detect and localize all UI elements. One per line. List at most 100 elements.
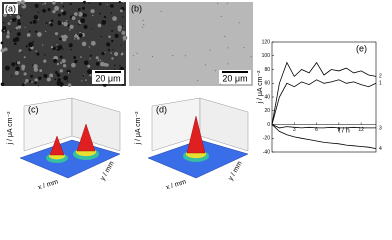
pore xyxy=(78,9,80,12)
pore xyxy=(63,21,68,27)
pore xyxy=(82,74,85,77)
speck xyxy=(219,83,221,85)
pore xyxy=(15,26,19,30)
pore xyxy=(56,73,60,76)
pore xyxy=(58,37,62,41)
speck xyxy=(227,47,229,49)
pore xyxy=(54,32,59,36)
texture-a xyxy=(0,0,128,87)
pore xyxy=(3,47,8,52)
y-axis-label: y / mm xyxy=(99,160,116,182)
pore xyxy=(3,29,6,32)
pore xyxy=(101,52,105,56)
y-axis-label: j / μA cm⁻² xyxy=(257,70,264,105)
pore xyxy=(11,17,17,22)
pore xyxy=(34,81,38,85)
pore xyxy=(45,22,48,25)
series-line xyxy=(271,79,377,125)
pore xyxy=(20,0,25,5)
pore xyxy=(114,51,119,57)
pore xyxy=(66,80,69,82)
speck xyxy=(204,64,207,66)
scale-bar-label: 20 μm xyxy=(95,73,120,83)
pore xyxy=(21,83,25,87)
pore xyxy=(113,64,116,67)
pore xyxy=(71,62,76,68)
x-tick-label: 6 xyxy=(315,127,318,133)
series-line xyxy=(271,124,377,149)
pore xyxy=(24,81,27,84)
x-axis-label: x / mm xyxy=(165,178,187,189)
pore xyxy=(66,69,71,74)
pore xyxy=(80,56,82,58)
pore xyxy=(117,27,122,32)
peak xyxy=(186,115,206,154)
pore xyxy=(56,47,58,49)
pore xyxy=(7,30,10,33)
panel-label: (a) xyxy=(5,3,16,13)
pore xyxy=(55,71,58,74)
scale-bar-box xyxy=(92,70,124,84)
pore xyxy=(7,22,11,26)
speck xyxy=(136,52,138,54)
pore xyxy=(106,42,111,47)
pore xyxy=(112,16,117,21)
speck xyxy=(142,19,144,22)
pore xyxy=(11,62,16,67)
panel-label: (d) xyxy=(156,104,167,114)
pore xyxy=(88,2,91,4)
pore xyxy=(13,42,17,46)
series-label: 3 xyxy=(379,125,382,131)
pore xyxy=(110,4,114,8)
pore xyxy=(58,45,63,49)
pore xyxy=(0,82,5,86)
speck xyxy=(227,63,229,65)
pore xyxy=(73,38,76,40)
pore xyxy=(43,59,47,63)
pore xyxy=(23,56,26,59)
pore xyxy=(36,52,40,56)
pore xyxy=(78,33,83,38)
pore xyxy=(88,46,91,48)
pore xyxy=(120,52,124,56)
pore xyxy=(81,41,87,47)
pore xyxy=(122,83,125,86)
pore xyxy=(25,45,28,48)
panel-label: (c) xyxy=(28,104,39,114)
pore xyxy=(16,61,21,65)
pore xyxy=(53,58,58,63)
speck xyxy=(243,47,245,49)
pore xyxy=(81,80,83,82)
pore xyxy=(76,33,79,35)
pore xyxy=(17,19,21,23)
series-label: 1 xyxy=(379,81,382,87)
pore xyxy=(21,64,26,69)
pore xyxy=(44,30,47,33)
pore xyxy=(16,32,21,37)
pore xyxy=(110,12,112,14)
pore xyxy=(49,73,54,78)
pore xyxy=(118,1,121,4)
pore xyxy=(90,40,96,46)
y-tick-label: -20 xyxy=(263,136,270,142)
pore xyxy=(122,35,128,41)
pore xyxy=(46,77,51,82)
pore xyxy=(122,1,125,4)
pore xyxy=(15,66,20,71)
speck xyxy=(142,26,144,28)
pore xyxy=(82,6,86,10)
pore xyxy=(43,73,48,78)
pore xyxy=(34,78,38,82)
pore xyxy=(62,5,65,8)
pore xyxy=(99,61,105,67)
pore xyxy=(91,28,93,30)
pore xyxy=(83,0,86,4)
pore xyxy=(81,13,86,17)
pore xyxy=(17,25,22,29)
y-tick-label: 40 xyxy=(264,94,270,100)
pore xyxy=(68,43,73,48)
pore xyxy=(67,71,70,74)
pore xyxy=(69,24,74,29)
y-tick-label: 100 xyxy=(262,53,271,59)
speck xyxy=(151,55,154,58)
